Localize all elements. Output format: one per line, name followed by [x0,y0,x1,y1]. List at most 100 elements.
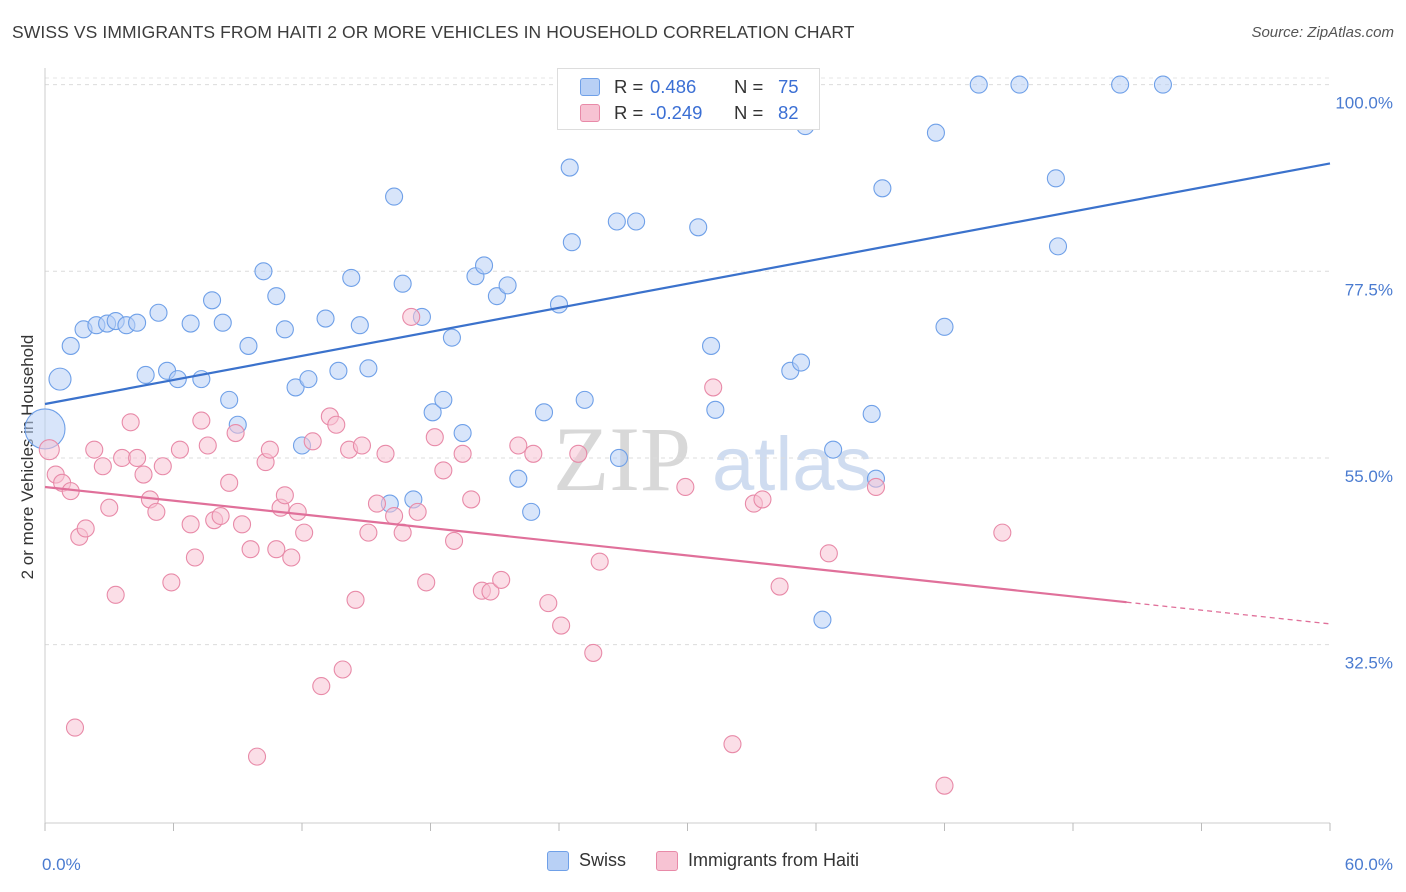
x-tick-label: 60.0% [1345,855,1393,874]
grid-lines [45,77,1330,646]
haiti-point [226,424,245,443]
swiss-point [873,179,892,198]
haiti-point [462,490,481,509]
haiti-point [352,436,372,455]
watermark: ZIP atlas [553,408,873,510]
trend-lines [44,162,1331,625]
haiti-point [935,776,954,795]
haiti-point [134,465,153,484]
haiti-point [153,457,172,476]
swiss-point [181,314,200,333]
swiss-point [969,75,988,94]
haiti-trend-extension [1126,601,1331,625]
swiss-point [453,424,472,443]
swiss-point [791,353,811,372]
swiss-point [393,274,412,293]
haiti-point [346,590,365,609]
swiss-point [385,187,404,206]
swiss-point [316,309,335,328]
stats-swatch-swiss [580,78,600,96]
swiss-point [213,313,232,332]
swiss-point [239,336,258,355]
haiti-point [128,448,147,467]
r-label: R = [614,102,644,123]
swiss-point [498,276,517,295]
haiti-point [295,523,314,542]
swiss-point [522,502,541,521]
haiti-point [65,718,85,737]
haiti-point [993,523,1012,542]
tick-labels: 100.0% 77.5% 55.0% 32.5% 0.0% 60.0% [42,94,1393,874]
haiti-point [434,461,453,480]
swiss-point [149,303,168,322]
haiti-point [408,502,427,521]
stats-swatch-haiti [580,104,600,122]
swiss-point [1048,237,1068,256]
haiti-point [866,477,886,497]
swiss-point [560,158,579,177]
swiss-point [487,287,506,306]
swiss-point [220,390,239,409]
swiss-trend-line [44,162,1331,406]
haiti-point [524,444,543,463]
haiti-point [539,594,558,613]
haiti-point [85,440,104,459]
haiti-point [770,577,789,596]
swiss-point [509,469,528,488]
swiss-point [136,365,155,385]
data-points [24,75,1172,795]
swiss-point [824,440,843,459]
haiti-point [241,540,260,559]
haiti-point [106,585,125,604]
swiss-point [609,448,629,467]
swiss-point [299,370,318,389]
n-label: N = [734,102,764,123]
haiti-point [38,439,60,461]
y-tick-label: 32.5% [1345,654,1393,673]
swiss-point [442,328,461,347]
haiti-point [723,735,742,754]
swiss-point [1111,75,1130,94]
swiss-point [607,212,626,231]
haiti-point [367,494,387,513]
haiti-point [417,573,436,592]
swiss-point [534,403,554,422]
swiss-point [203,291,222,310]
haiti-point [93,457,112,476]
legend-item-swiss[interactable]: Swiss [546,850,626,871]
legend-label-haiti: Immigrants from Haiti [687,850,860,870]
n-value: 75 [778,76,799,97]
r-value: 0.486 [650,76,697,97]
haiti-point [569,444,588,463]
haiti-point [192,411,211,430]
haiti-point [333,660,352,679]
swiss-point [1153,75,1172,94]
haiti-point [211,506,230,526]
series-legend: Swiss Immigrants from Haiti [0,850,1406,871]
swiss-point [926,123,945,142]
haiti-point [76,519,95,538]
haiti-point [181,515,200,534]
swiss-point [61,336,80,355]
legend-item-haiti[interactable]: Immigrants from Haiti [655,850,860,871]
swiss-point [350,316,369,335]
swiss-point [1010,75,1029,94]
swiss-point [434,390,453,409]
haiti-point [147,502,166,521]
haiti-point [162,573,181,592]
haiti-point [445,531,464,550]
n-label: N = [734,76,764,97]
swiss-point [575,390,594,409]
swiss-point [286,378,305,397]
haiti-point [312,677,331,696]
swiss-point [706,400,725,419]
legend-swatch-swiss [546,850,569,871]
haiti-point [267,540,286,559]
haiti-point [232,515,252,534]
haiti-point [247,747,267,766]
swiss-point [342,268,361,287]
haiti-point [100,498,119,517]
y-tick-label: 77.5% [1345,280,1393,299]
swiss-point [862,404,881,424]
